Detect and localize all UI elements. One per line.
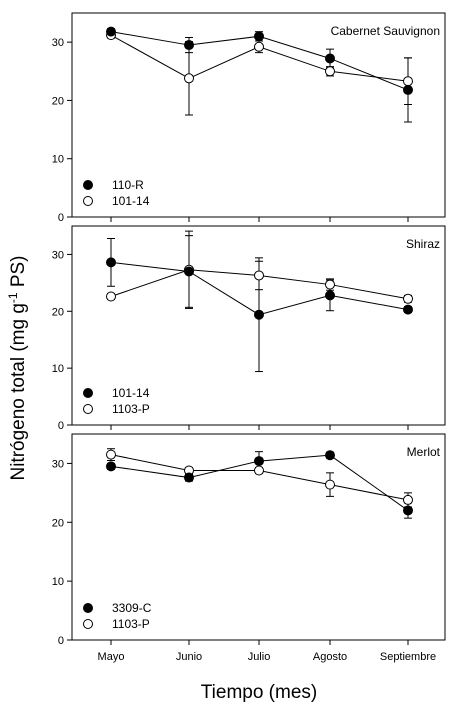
y-axis-title-main: Nitrógeno total (mg g — [8, 303, 29, 480]
data-point — [106, 449, 116, 460]
legend-label: 3309-C — [112, 601, 152, 615]
data-point — [325, 479, 335, 490]
data-point — [106, 26, 116, 37]
y-axis-title-end: PS) — [8, 255, 29, 292]
data-point — [325, 279, 335, 290]
data-point — [106, 257, 116, 268]
legend-label: 110-R — [112, 178, 144, 192]
data-point — [254, 465, 264, 476]
y-tick-label: 30 — [52, 458, 64, 470]
data-point — [254, 309, 264, 320]
data-point — [403, 494, 413, 505]
y-tick-label: 30 — [52, 37, 64, 49]
legend-label: 101-14 — [112, 194, 150, 208]
data-point — [184, 472, 194, 483]
data-point — [184, 40, 194, 51]
data-point — [325, 66, 335, 77]
data-point — [325, 290, 335, 301]
y-tick-label: 10 — [52, 576, 64, 588]
data-point — [254, 270, 264, 281]
y-tick-label: 0 — [58, 420, 64, 432]
data-point — [403, 293, 413, 304]
data-point — [403, 505, 413, 516]
legend-marker — [83, 603, 93, 613]
y-axis-title-sup: -1 — [6, 292, 20, 303]
x-axis-title: Tiempo (mes) — [201, 682, 317, 703]
data-point — [254, 456, 264, 467]
x-tick-label: Agosto — [313, 651, 347, 663]
data-point — [403, 76, 413, 87]
y-tick-label: 0 — [58, 212, 64, 224]
legend-marker — [83, 180, 93, 190]
legend-label: 1103-P — [112, 402, 150, 416]
data-point — [106, 461, 116, 472]
y-tick-label: 10 — [52, 154, 64, 166]
legend-marker — [83, 619, 93, 629]
legend-marker — [83, 196, 93, 206]
data-point — [403, 84, 413, 95]
data-point — [254, 41, 264, 52]
panel-3: 0 10 20 30 Merlot 3309-C 1103-P Mayo Junio Julio A… — [52, 433, 446, 663]
x-tick-label: Septiembre — [380, 651, 436, 663]
y-tick-label: 20 — [52, 95, 64, 107]
legend-label: 1103-P — [112, 617, 150, 631]
panel-1: 0 10 20 30 Cabernet Sauvignon 110-R 101-14 — [52, 12, 446, 224]
panel-title: Shiraz — [406, 237, 440, 251]
legend-label: 101-14 — [112, 386, 150, 400]
data-point — [184, 73, 194, 84]
panel-title: Merlot — [407, 445, 441, 459]
y-tick-label: 30 — [52, 249, 64, 261]
legend-marker — [83, 404, 93, 414]
data-point — [325, 450, 335, 461]
data-point — [325, 53, 335, 64]
panel-title: Cabernet Sauvignon — [331, 24, 440, 38]
x-tick-label: Junio — [176, 651, 202, 663]
y-tick-label: 20 — [52, 306, 64, 318]
panel-2: 0 10 20 30 Shiraz 101-14 1103-P — [52, 225, 446, 432]
data-point — [184, 266, 194, 277]
data-point — [106, 291, 116, 302]
y-tick-label: 20 — [52, 517, 64, 529]
x-tick-label: Julio — [248, 651, 271, 663]
y-axis-title: Nitrógeno total (mg g-1 PS) — [6, 255, 29, 480]
y-tick-label: 10 — [52, 363, 64, 375]
x-tick-label: Mayo — [98, 651, 125, 663]
legend-marker — [83, 388, 93, 398]
data-point — [254, 31, 264, 42]
data-point — [403, 304, 413, 315]
y-tick-label: 0 — [58, 635, 64, 647]
